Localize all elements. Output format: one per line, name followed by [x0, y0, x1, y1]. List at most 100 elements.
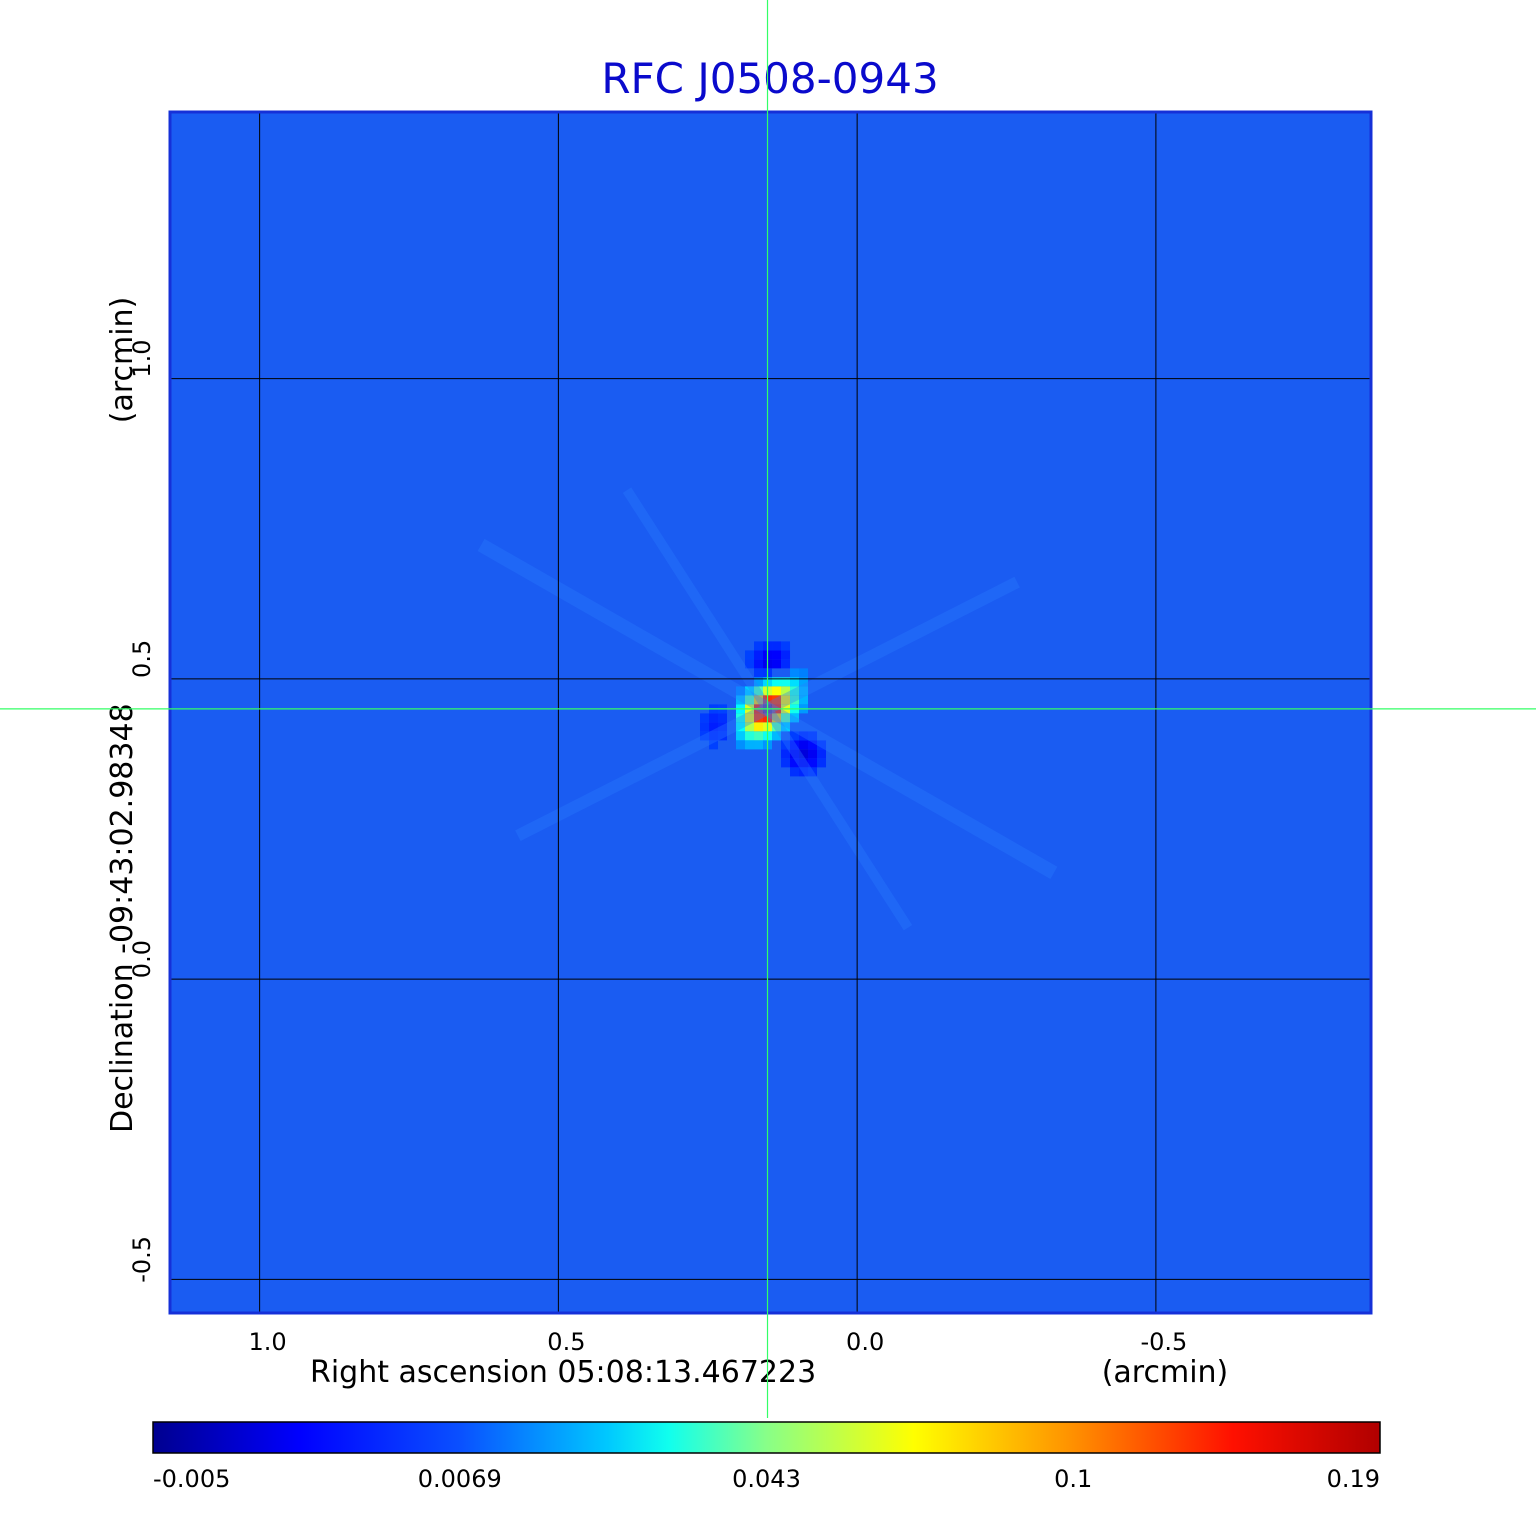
image-pixel — [790, 668, 800, 678]
plot-frame — [168, 110, 1373, 1315]
image-pixel — [781, 659, 791, 669]
x-axis-unit: (arcmin) — [1102, 1355, 1229, 1390]
image-pixel — [790, 758, 800, 768]
image-pixel — [772, 659, 782, 669]
image-pixel — [772, 713, 782, 723]
image-pixel — [808, 749, 818, 759]
source-emission — [477, 487, 1058, 931]
image-pixel — [754, 677, 764, 687]
x-tick-label: -0.5 — [1140, 1328, 1187, 1356]
y-tick-label: 1.0 — [128, 340, 156, 378]
image-pixel — [754, 722, 764, 732]
image-pixel — [799, 695, 809, 705]
colorbar-tick-label: 0.043 — [732, 1465, 801, 1493]
chart-title: RFC J0508-0943 — [601, 54, 938, 103]
image-pixel — [700, 731, 710, 741]
image-pixel — [799, 758, 809, 768]
image-pixel — [799, 731, 809, 741]
x-tick-label: 0.0 — [846, 1328, 884, 1356]
image-pixel — [817, 740, 827, 750]
image-pixel — [709, 722, 719, 732]
coordinate-grid — [170, 112, 1371, 1313]
sidelobe-streak — [477, 538, 771, 715]
image-pixel — [745, 650, 755, 660]
colorbar-tick-label: 0.19 — [1327, 1465, 1380, 1493]
y-axis-unit: (arcmin) — [105, 297, 140, 424]
image-pixel — [718, 731, 728, 741]
image-pixel — [772, 695, 782, 705]
image-pixel — [790, 677, 800, 687]
image-pixel — [772, 650, 782, 660]
image-pixel — [781, 650, 791, 660]
image-pixel — [799, 677, 809, 687]
image-pixel — [772, 722, 782, 732]
sidelobe-streak — [622, 487, 772, 712]
image-pixel — [754, 668, 764, 678]
image-pixel — [718, 722, 728, 732]
image-pixel — [736, 731, 746, 741]
image-pixel — [718, 713, 728, 723]
image-pixel — [745, 722, 755, 732]
image-pixel — [754, 695, 764, 705]
image-pixel — [709, 713, 719, 723]
image-pixel — [781, 758, 791, 768]
image-pixel — [754, 731, 764, 741]
image-pixel — [772, 686, 782, 696]
image-pixel — [745, 686, 755, 696]
image-pixel — [736, 740, 746, 750]
image-pixel — [709, 740, 719, 750]
image-pixel — [790, 767, 800, 777]
image-pixel — [817, 758, 827, 768]
colorbar: -0.005 0.0069 0.043 0.1 0.19 — [152, 1421, 1381, 1493]
image-pixel — [781, 749, 791, 759]
image-pixel — [745, 740, 755, 750]
image-pixel — [790, 713, 800, 723]
image-pixel — [754, 650, 764, 660]
sidelobe-streak — [764, 702, 1058, 879]
x-tick-labels: 1.0 0.5 0.0 -0.5 — [249, 1328, 1188, 1356]
image-pixel — [745, 713, 755, 723]
image-pixel — [781, 695, 791, 705]
image-pixel — [772, 731, 782, 741]
image-pixel — [790, 686, 800, 696]
image-pixel — [745, 695, 755, 705]
image-pixel — [700, 722, 710, 732]
y-tick-label: 0.5 — [128, 640, 156, 678]
image-pixel — [790, 740, 800, 750]
image-pixel — [736, 695, 746, 705]
image-pixel — [781, 740, 791, 750]
plot-area[interactable] — [168, 110, 1373, 1315]
y-tick-label: -0.5 — [128, 1236, 156, 1283]
image-pixel — [799, 668, 809, 678]
image-pixel — [754, 713, 764, 723]
image-pixel — [781, 722, 791, 732]
colorbar-gradient — [152, 1421, 1381, 1454]
image-pixel — [799, 686, 809, 696]
x-tick-label: 1.0 — [249, 1328, 287, 1356]
x-axis-label: Right ascension 05:08:13.467223 — [310, 1355, 816, 1390]
image-pixel — [745, 731, 755, 741]
x-tick-label: 0.5 — [547, 1328, 585, 1356]
image-pixel — [754, 740, 764, 750]
image-pixel — [781, 641, 791, 651]
image-pixel — [799, 740, 809, 750]
image-pixel — [790, 695, 800, 705]
image-pixel — [808, 740, 818, 750]
image-pixel — [754, 686, 764, 696]
image-pixel — [781, 686, 791, 696]
image-pixel — [790, 731, 800, 741]
colorbar-tick-label: 0.0069 — [418, 1465, 502, 1493]
colorbar-tick-labels: -0.005 0.0069 0.043 0.1 0.19 — [153, 1465, 1380, 1493]
image-pixel — [754, 659, 764, 669]
image-pixel — [817, 749, 827, 759]
image-pixel — [700, 713, 710, 723]
y-tick-label: 0.0 — [128, 940, 156, 978]
image-pixel — [736, 686, 746, 696]
image-pixel — [799, 749, 809, 759]
image-pixel — [799, 767, 809, 777]
colorbar-tick-label: -0.005 — [153, 1465, 230, 1493]
image-pixel — [772, 677, 782, 687]
image-pixel — [754, 641, 764, 651]
image-pixel — [781, 713, 791, 723]
